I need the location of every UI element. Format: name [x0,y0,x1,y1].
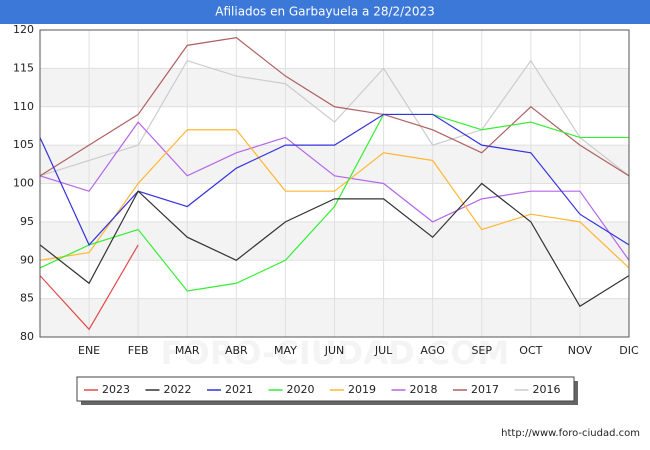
title-bar [0,0,650,24]
x-tick-label: JUN [324,344,345,357]
x-tick-label: SEP [471,344,492,357]
plot-border [39,29,630,338]
x-tick-label: MAR [175,344,200,357]
legend-label: 2021 [225,383,253,396]
footer: http://www.foro-ciudad.com [501,428,640,439]
legend-label: 2018 [410,383,438,396]
y-tick-label: 115 [13,61,34,74]
watermark: FORO-CIUDAD.COM [161,334,510,372]
series-line [39,129,630,269]
x-tick-label: ABR [225,344,248,357]
y-tick-label: 120 [13,23,34,36]
series-line [39,37,630,177]
chart-title: Afiliados en Garbayuela a 28/2/2023 [215,5,434,19]
legend-label: 2017 [471,383,499,396]
legend-box [76,376,575,402]
series-line [39,244,139,331]
legend: 2023 2022 2021 2020 2019 2018 2017 2016 [84,383,561,396]
series-line [39,113,629,292]
x-tick-label: AGO [420,344,445,357]
legend-label: 2019 [348,383,376,396]
series-line [39,121,630,261]
legend-label: 2016 [533,383,561,396]
y-tick-label: 100 [13,177,34,190]
x-tick-label: NOV [568,344,593,357]
y-tick-label: 90 [20,253,34,266]
x-tick-label: OCT [519,344,542,357]
y-tick-label: 85 [20,292,34,305]
x-tick-label: ENE [78,344,100,357]
y-tick-label: 80 [20,330,34,343]
y-tick-label: 95 [20,215,34,228]
legend-label: 2022 [164,383,192,396]
y-tick-label: 105 [13,138,34,151]
legend-label: 2020 [287,383,315,396]
x-tick-label: JUL [374,344,393,357]
plot-area: 80 85 90 95 100 105 110 115 120 ENE FEB MAR ABR MAY JU… [13,23,639,372]
legend-label: 2023 [102,383,130,396]
x-tick-label: DIC [619,344,639,357]
series-line [39,182,630,308]
y-tick-label: 110 [13,100,34,113]
x-tick-label: FEB [128,344,149,357]
series-line [39,59,630,177]
x-tick-label: MAY [274,344,297,357]
